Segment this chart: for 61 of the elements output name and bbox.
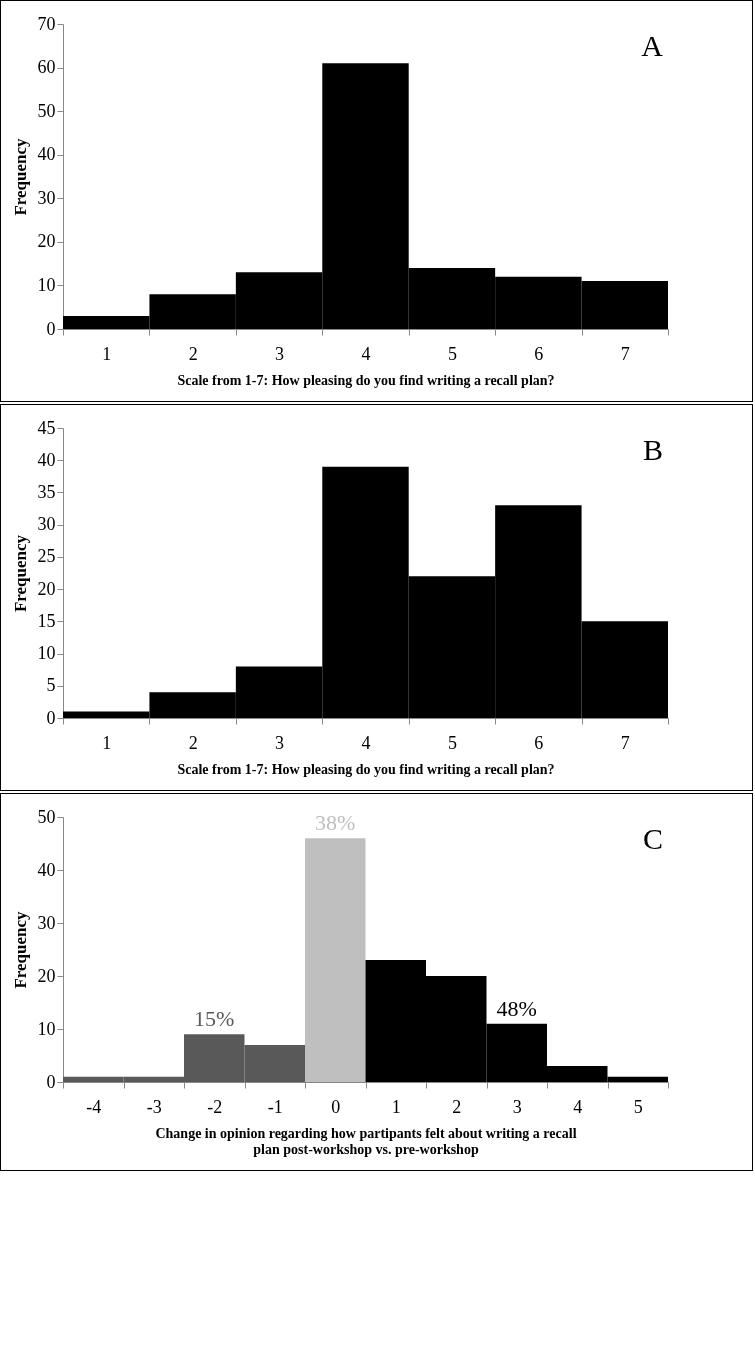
x-tick-label: 2	[188, 732, 198, 753]
annotation: 38%	[315, 810, 356, 836]
x-tick-label: 1	[102, 732, 112, 753]
x-tick-label: 6	[534, 732, 544, 753]
x-tick-label: 3	[512, 1096, 522, 1117]
y-tick-label: 5	[46, 675, 56, 696]
y-axis-title: Frequency	[10, 137, 30, 216]
bar	[305, 838, 366, 1082]
x-tick-label: -4	[86, 1096, 102, 1117]
y-tick-label: 0	[46, 318, 56, 339]
y-tick-label: 50	[37, 100, 56, 121]
x-tick-label: 0	[331, 1096, 341, 1117]
annotation: 48%	[496, 995, 537, 1021]
x-tick-label: 5	[633, 1096, 643, 1117]
y-axis-title: Frequency	[10, 910, 30, 989]
x-tick-label: -2	[207, 1096, 223, 1117]
annotation: 15%	[194, 1006, 235, 1032]
annotation: C	[642, 822, 663, 855]
x-tick-label: 7	[620, 732, 630, 753]
y-tick-label: 70	[37, 13, 56, 34]
y-tick-label: 60	[37, 57, 56, 78]
y-tick-label: 50	[37, 806, 56, 827]
x-tick-label: 5	[447, 732, 457, 753]
x-tick-label: 1	[102, 343, 112, 364]
x-tick-label: 2	[188, 343, 198, 364]
y-tick-label: 40	[37, 144, 56, 165]
x-tick-label: -1	[267, 1096, 283, 1117]
y-tick-label: 10	[37, 643, 56, 664]
x-tick-label: 4	[573, 1096, 583, 1117]
y-tick-label: 35	[37, 481, 56, 502]
x-tick-label: 5	[447, 343, 457, 364]
y-tick-label: 25	[37, 546, 56, 567]
y-tick-label: 15	[37, 610, 56, 631]
annotation: B	[642, 433, 663, 466]
x-tick-label: 3	[275, 343, 285, 364]
x-tick-label: 2	[452, 1096, 462, 1117]
x-tick-label: 4	[361, 343, 371, 364]
x-tick-label: 1	[391, 1096, 401, 1117]
x-axis-title: Scale from 1-7: How pleasing do you find writing a recall plan?	[177, 761, 555, 777]
y-tick-label: 20	[37, 578, 56, 599]
x-tick-label: 7	[620, 343, 630, 364]
y-axis-title: Frequency	[10, 534, 30, 613]
y-tick-label: 30	[37, 187, 56, 208]
y-tick-label: 20	[37, 231, 56, 252]
y-tick-label: 30	[37, 912, 56, 933]
x-axis-title: Change in opinion regarding how partipants felt about writing a recall plan post-workshop vs. pre-workshop	[155, 1125, 577, 1157]
y-tick-label: 0	[46, 707, 56, 728]
x-tick-label: 3	[275, 732, 285, 753]
y-tick-label: 45	[37, 417, 56, 438]
y-tick-label: 10	[37, 274, 56, 295]
y-tick-label: 30	[37, 514, 56, 535]
x-tick-label: 4	[361, 732, 371, 753]
x-tick-label: -3	[146, 1096, 162, 1117]
y-tick-label: 40	[37, 449, 56, 470]
x-axis-title: Scale from 1-7: How pleasing do you find writing a recall plan?	[177, 372, 555, 388]
y-tick-label: 0	[46, 1071, 56, 1092]
x-tick-label: 6	[534, 343, 544, 364]
y-tick-label: 20	[37, 965, 56, 986]
y-tick-label: 40	[37, 859, 56, 880]
y-tick-label: 10	[37, 1018, 56, 1039]
annotation: A	[641, 29, 664, 62]
